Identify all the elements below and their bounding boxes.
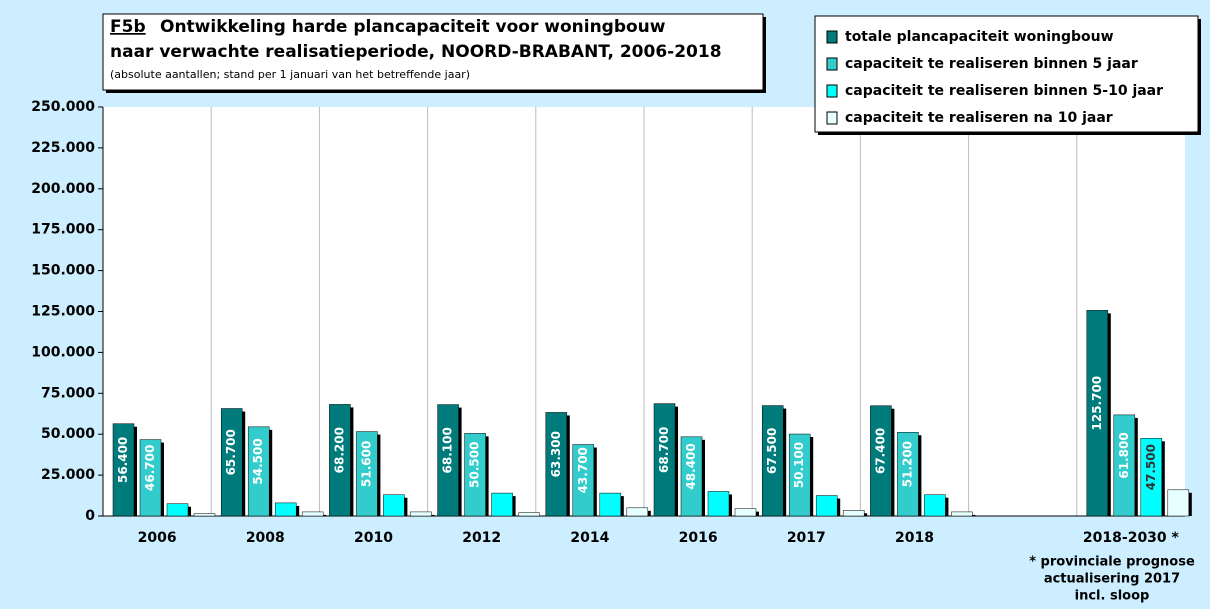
bar (410, 512, 431, 516)
chart-title: Ontwikkeling harde plancapaciteit voor w… (160, 17, 666, 37)
data-label: 56.400 (116, 437, 130, 483)
footnote: incl. sloop (1075, 589, 1150, 604)
bar (302, 512, 323, 516)
data-label: 61.800 (1117, 432, 1131, 478)
data-label: 63.300 (549, 431, 563, 477)
y-tick-label: 25.000 (41, 467, 95, 483)
footnote: * provinciale prognose (1029, 555, 1195, 570)
x-tick-label: 2018-2030 * (1083, 530, 1180, 546)
data-label: 65.700 (224, 429, 238, 475)
label: F5b (110, 17, 146, 37)
data-label: 51.600 (359, 441, 373, 487)
x-tick-label: 2008 (246, 530, 285, 546)
x-tick-label: 2014 (570, 530, 609, 546)
x-tick-label: 2018 (895, 530, 934, 546)
legend-swatch (827, 31, 837, 43)
legend-swatch (827, 85, 837, 97)
y-tick-label: 175.000 (31, 222, 95, 238)
bar (600, 493, 621, 516)
data-label: 50.100 (792, 442, 806, 488)
data-label: 43.700 (576, 447, 590, 493)
data-label: 46.700 (143, 445, 157, 491)
y-tick-label: 150.000 (31, 263, 95, 279)
data-label: 54.500 (251, 438, 265, 484)
legend-label: capaciteit te realiseren binnen 5-10 jaa… (845, 83, 1163, 99)
y-tick-label: 75.000 (41, 385, 95, 401)
data-label: 50.500 (468, 442, 482, 488)
bar (1168, 490, 1189, 516)
bar (816, 496, 837, 516)
y-tick-label: 225.000 (31, 140, 95, 156)
x-tick-label: 2017 (787, 530, 826, 546)
data-label: 48.400 (684, 443, 698, 489)
data-label: 68.700 (657, 427, 671, 473)
y-tick-label: 200.000 (31, 181, 95, 197)
legend-label: totale plancapaciteit woningbouw (845, 29, 1114, 45)
data-label: 125.700 (1090, 376, 1104, 431)
bar (167, 504, 188, 516)
x-tick-label: 2012 (462, 530, 501, 546)
legend-swatch (827, 58, 837, 70)
y-tick-label: 0 (85, 508, 95, 524)
x-tick-label: 2010 (354, 530, 393, 546)
data-label: 67.500 (765, 428, 779, 474)
data-label: 51.200 (900, 441, 914, 487)
bar (194, 514, 215, 516)
data-label: 68.100 (441, 427, 455, 473)
y-tick-label: 100.000 (31, 344, 95, 360)
legend-label: capaciteit te realiseren binnen 5 jaar (845, 56, 1138, 72)
subtitle: (absolute aantallen; stand per 1 januari… (110, 68, 470, 81)
bar (383, 495, 404, 516)
bar (519, 513, 540, 516)
data-label: 67.400 (873, 428, 887, 474)
bar (951, 512, 972, 516)
data-label: 68.200 (332, 427, 346, 473)
chart-title: naar verwachte realisatieperiode, NOORD-… (110, 42, 722, 62)
bar (735, 509, 756, 516)
bar (708, 491, 729, 516)
legend-label: capaciteit te realiseren na 10 jaar (845, 110, 1113, 126)
footnote: actualisering 2017 (1044, 572, 1180, 587)
bar (492, 493, 513, 516)
bar (627, 508, 648, 516)
legend-swatch (827, 112, 837, 124)
data-label: 47.500 (1144, 444, 1158, 490)
x-tick-label: 2006 (138, 530, 177, 546)
bar (275, 503, 296, 516)
y-tick-label: 50.000 (41, 426, 95, 442)
bar (843, 510, 864, 516)
y-tick-label: 250.000 (31, 99, 95, 115)
y-tick-label: 125.000 (31, 304, 95, 320)
bar (924, 495, 945, 516)
x-tick-label: 2016 (679, 530, 718, 546)
